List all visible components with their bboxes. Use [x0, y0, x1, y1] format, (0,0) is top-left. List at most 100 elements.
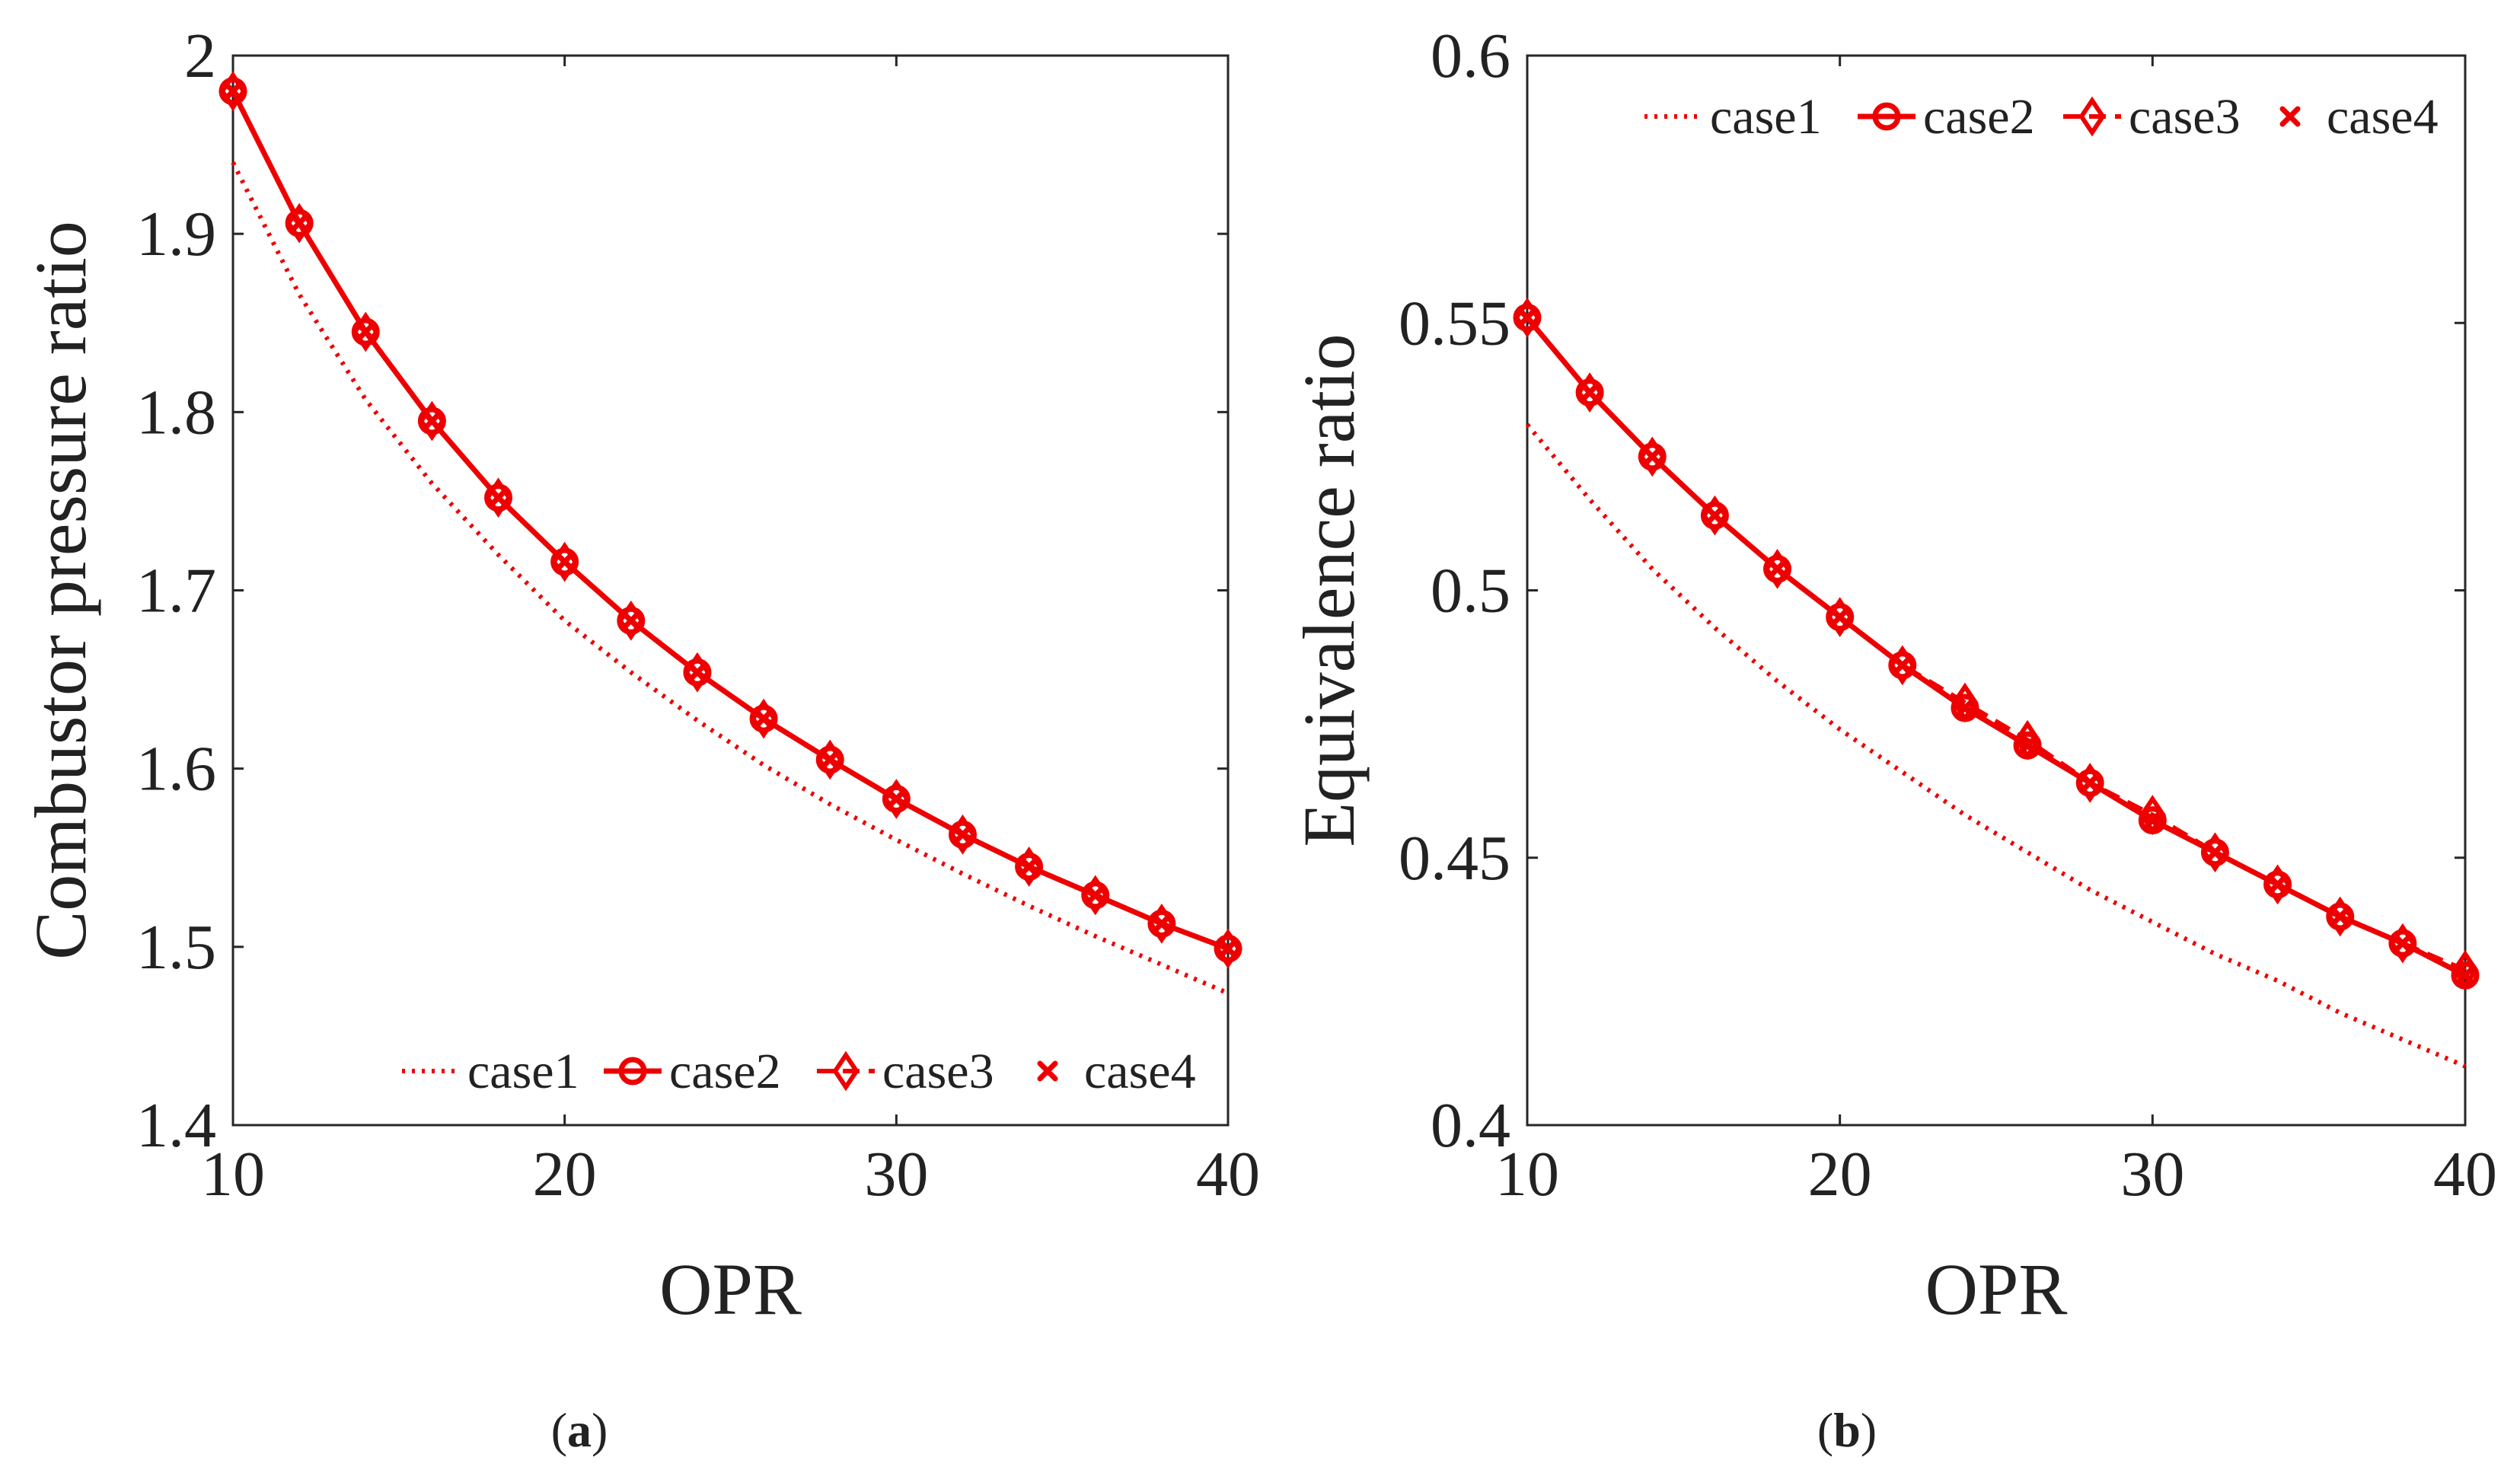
data-point-case4 [2017, 735, 2038, 756]
data-point-case4 [1217, 938, 1239, 959]
series-case2 [1513, 303, 2480, 990]
series-line-case3 [231, 90, 1230, 952]
data-point-case4 [2392, 933, 2413, 954]
data-point-case3 [2014, 719, 2041, 760]
y-tick-label: 1.7 [136, 556, 216, 627]
legend-marker-case4 [2279, 106, 2301, 127]
legend-label-case3: case3 [2129, 89, 2241, 145]
data-point-case4 [1704, 505, 1725, 526]
legend-label-case1: case1 [467, 1044, 579, 1099]
series-line-case2 [230, 90, 1230, 952]
y-axis-label: Combustor pressure ratio [20, 221, 101, 960]
x-tick-label: 10 [1495, 1139, 1559, 1210]
series-line-case3 [1525, 316, 2467, 973]
x-axis-label: OPR [659, 1248, 802, 1330]
panel-b-chart: 10 20 30 40 0.4 0.45 0.5 0.55 0.6 OPR Equivalence … [1288, 21, 2497, 1457]
y-tick-label: 0.5 [1431, 556, 1510, 627]
legend-item-case3: case3 [817, 1044, 994, 1099]
x-tick-label: 30 [2120, 1139, 2184, 1210]
data-point-case4 [687, 662, 708, 683]
legend: case1 case2 case3 case4 [1644, 89, 2439, 145]
series-case3 [219, 71, 1242, 969]
y-tick-label: 1.9 [136, 199, 216, 269]
data-point-case4 [2142, 810, 2163, 831]
legend-label-case4: case4 [1084, 1044, 1196, 1099]
series-case2 [219, 77, 1242, 963]
data-point-case4 [2455, 964, 2476, 986]
panel-caption: (b) [1817, 1403, 1877, 1457]
x-tick-label: 20 [1808, 1139, 1872, 1210]
legend-label-case2: case2 [669, 1044, 781, 1099]
legend-label-case2: case2 [1923, 89, 2035, 145]
legend-item-case3: case3 [2063, 89, 2241, 145]
legend: case1 case2 case3 case4 [402, 1044, 1196, 1099]
series-line-case2 [1525, 315, 2467, 978]
data-point-case4 [952, 824, 973, 845]
data-point-case3 [2451, 949, 2479, 990]
x-axis-label: OPR [1925, 1248, 2068, 1330]
data-point-case4 [554, 551, 576, 572]
legend-item-case1: case1 [402, 1044, 579, 1099]
data-point-case4 [1151, 913, 1172, 934]
data-point-case4 [885, 788, 907, 809]
data-point-case3 [1951, 682, 1979, 723]
legend-marker-case4 [1037, 1060, 1058, 1082]
data-point-case4 [421, 410, 442, 432]
legend-item-case4: case4 [1037, 1044, 1196, 1099]
y-tick-label: 2 [184, 21, 216, 91]
series-case1 [231, 161, 1230, 996]
data-point-case4 [1019, 856, 1040, 877]
y-tick-label: 0.55 [1399, 288, 1510, 359]
legend-item-case2: case2 [1858, 89, 2035, 145]
panel-a-chart: 10 20 30 40 1.4 1.5 1.6 1.7 1.8 1.9 2 OPR Combustor … [20, 21, 1260, 1457]
plot-area-frame [231, 54, 1230, 1127]
data-point-case4 [1641, 446, 1663, 467]
y-tick-label: 0.45 [1399, 823, 1510, 894]
data-point-case4 [488, 487, 509, 509]
y-tick-label: 0.6 [1431, 21, 1510, 91]
data-point-case4 [289, 212, 310, 234]
y-tick-label: 1.8 [136, 377, 216, 448]
data-point-case4 [753, 708, 774, 729]
data-point-case4 [2204, 842, 2225, 863]
x-tick-label: 10 [201, 1139, 265, 1210]
legend-label-case4: case4 [2327, 89, 2439, 145]
data-point-case4 [1517, 307, 1538, 328]
data-point-case4 [1579, 382, 1600, 403]
legend-marker-case2 [618, 1057, 647, 1086]
legend-marker-case3 [2078, 96, 2106, 137]
x-tick-label: 30 [864, 1139, 928, 1210]
series-line-case1 [1525, 422, 2467, 1069]
x-tick-label: 40 [1196, 1139, 1260, 1210]
legend-item-case4: case4 [2279, 89, 2439, 145]
panel-caption: (a) [551, 1403, 608, 1457]
y-tick-label: 1.6 [136, 734, 216, 805]
legend-marker-case3 [832, 1051, 860, 1092]
series-case4 [1517, 307, 2476, 986]
data-point-case4 [819, 749, 841, 770]
panel-caption-letter: b [1833, 1403, 1861, 1457]
data-point-case4 [2267, 874, 2289, 895]
legend-item-case1: case1 [1644, 89, 1822, 145]
series-case1 [1525, 422, 2467, 1069]
series-case4 [222, 81, 1239, 959]
y-axis-label: Equivalence ratio [1288, 333, 1370, 846]
y-tick-label: 1.5 [136, 912, 216, 983]
data-point-case4 [620, 610, 642, 631]
panel-caption-letter: a [567, 1403, 592, 1457]
data-point-case4 [222, 81, 244, 102]
series-case3 [1514, 297, 2479, 990]
data-point-case4 [1829, 607, 1851, 628]
y-tick-label: 0.4 [1431, 1090, 1510, 1161]
legend-item-case2: case2 [604, 1044, 781, 1099]
plot-area-frame [1526, 54, 2467, 1127]
data-point-case4 [1767, 558, 1788, 579]
data-point-case3 [2139, 795, 2166, 835]
data-point-case4 [1954, 697, 1976, 719]
legend-label-case1: case1 [1710, 89, 1822, 145]
data-point-case4 [1892, 655, 1913, 676]
data-point-case4 [1085, 885, 1106, 906]
legend-marker-case2 [1872, 102, 1901, 131]
x-tick-label: 20 [533, 1139, 597, 1210]
